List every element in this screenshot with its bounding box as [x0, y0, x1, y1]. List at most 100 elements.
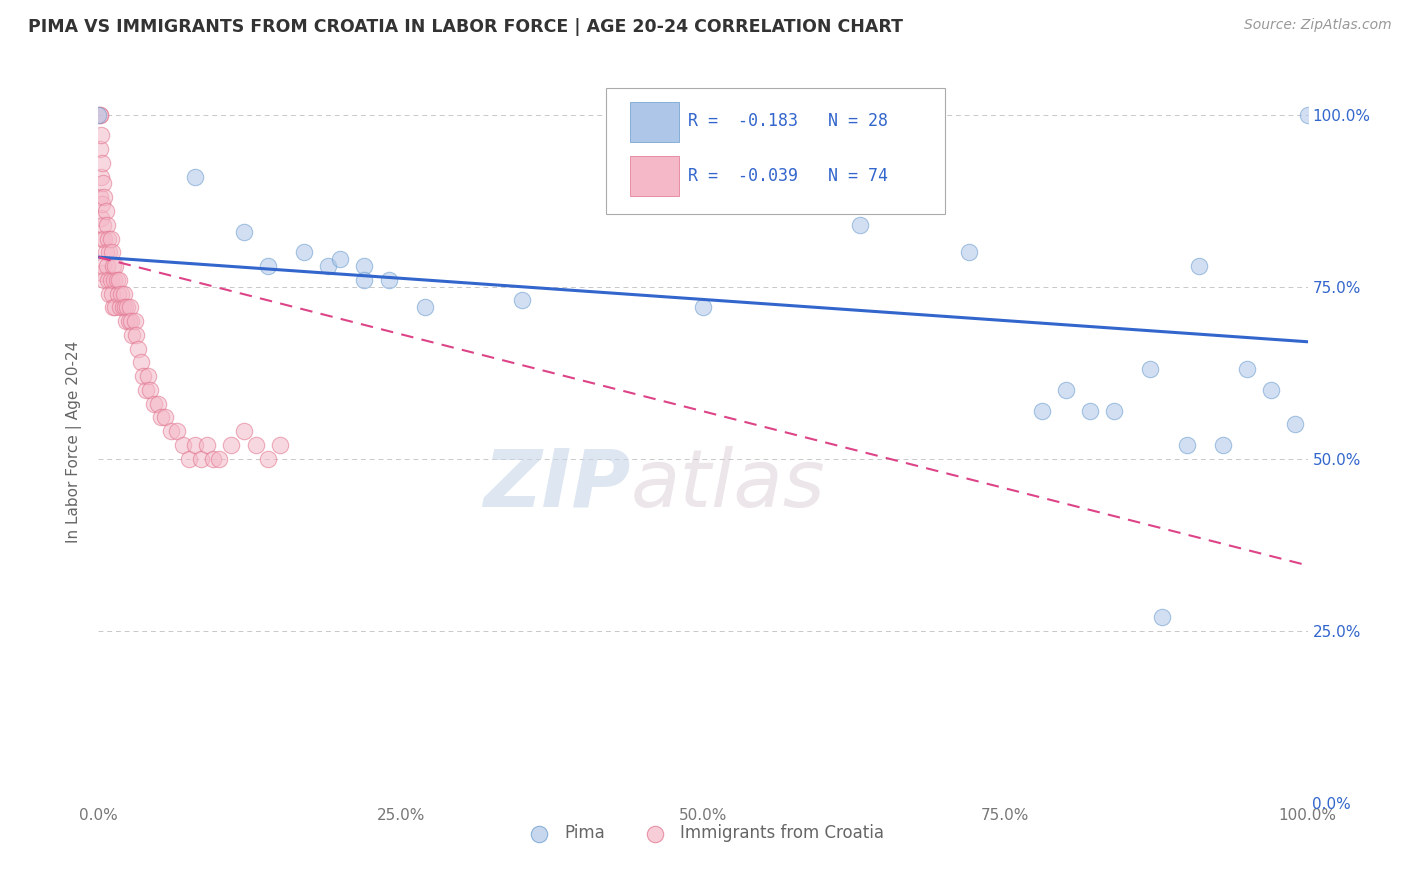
Point [98, 286, 121, 301]
Point [115, 314, 138, 328]
Point [1188, 259, 1211, 273]
Point [413, 301, 436, 315]
Point [353, 259, 375, 273]
Point [124, 314, 146, 328]
Point [136, 369, 159, 384]
Point [292, 245, 315, 260]
Point [96, 218, 118, 232]
Point [118, 301, 141, 315]
Point [135, 383, 157, 397]
Point [118, 314, 141, 328]
Point [89, 108, 111, 122]
Point [132, 369, 155, 384]
Point [104, 301, 127, 315]
Point [91, 266, 114, 280]
Point [232, 424, 254, 438]
Point [97, 273, 120, 287]
Point [1054, 383, 1077, 397]
Point [316, 259, 339, 273]
Point [195, 438, 218, 452]
Point [120, 314, 142, 328]
Point [107, 286, 129, 301]
Point [377, 273, 399, 287]
Point [105, 273, 128, 287]
Point [91, 197, 114, 211]
Point [129, 355, 152, 369]
Point [87, 108, 110, 122]
Point [127, 342, 149, 356]
Point [100, 286, 122, 301]
Point [101, 259, 124, 273]
Point [117, 301, 139, 315]
Point [112, 286, 135, 301]
Point [1139, 362, 1161, 376]
Point [90, 128, 112, 143]
Point [1212, 438, 1234, 452]
Point [121, 327, 143, 342]
Point [108, 301, 131, 315]
Point [232, 225, 254, 239]
Point [114, 301, 136, 315]
FancyBboxPatch shape [630, 102, 679, 142]
Point [1260, 383, 1282, 397]
Point [94, 204, 117, 219]
Point [100, 273, 122, 287]
Point [150, 410, 173, 425]
Text: R =  -0.183   N = 28: R = -0.183 N = 28 [689, 112, 889, 130]
Text: Source: ZipAtlas.com: Source: ZipAtlas.com [1244, 18, 1392, 32]
Point [108, 273, 131, 287]
Text: atlas: atlas [630, 446, 825, 524]
Point [353, 273, 375, 287]
Point [1078, 403, 1101, 417]
Point [111, 301, 134, 315]
Point [849, 218, 872, 232]
Point [184, 438, 207, 452]
Point [269, 438, 291, 452]
Text: PIMA VS IMMIGRANTS FROM CROATIA IN LABOR FORCE | AGE 20-24 CORRELATION CHART: PIMA VS IMMIGRANTS FROM CROATIA IN LABOR… [28, 18, 903, 36]
Point [1284, 417, 1306, 432]
Text: ZIP: ZIP [484, 446, 630, 524]
Point [221, 438, 243, 452]
Y-axis label: In Labor Force | Age 20-24: In Labor Force | Age 20-24 [66, 341, 83, 542]
FancyBboxPatch shape [606, 87, 945, 214]
Point [98, 245, 121, 260]
Point [256, 259, 278, 273]
Point [91, 231, 114, 245]
Point [190, 451, 212, 466]
Point [97, 231, 120, 245]
Point [153, 410, 176, 425]
Point [100, 245, 122, 260]
Point [143, 397, 166, 411]
Point [89, 108, 111, 122]
Point [94, 245, 117, 260]
Point [1031, 403, 1053, 417]
Point [179, 451, 201, 466]
Point [93, 273, 115, 287]
Point [93, 190, 115, 204]
Point [256, 451, 278, 466]
Point [89, 190, 111, 204]
Point [101, 301, 124, 315]
Point [96, 259, 118, 273]
Point [172, 438, 194, 452]
Point [329, 252, 352, 267]
Point [957, 245, 980, 260]
Point [93, 231, 115, 245]
Point [90, 169, 112, 184]
Point [104, 259, 127, 273]
Point [90, 211, 112, 225]
Legend: Pima, Immigrants from Croatia: Pima, Immigrants from Croatia [516, 817, 890, 848]
Point [202, 451, 225, 466]
Point [91, 177, 114, 191]
Point [184, 169, 207, 184]
Point [139, 383, 162, 397]
Point [91, 218, 114, 232]
Point [510, 293, 533, 308]
Point [89, 142, 111, 156]
Point [103, 273, 125, 287]
Point [208, 451, 231, 466]
Point [245, 438, 267, 452]
FancyBboxPatch shape [630, 156, 679, 196]
Point [1296, 108, 1319, 122]
Point [125, 327, 148, 342]
